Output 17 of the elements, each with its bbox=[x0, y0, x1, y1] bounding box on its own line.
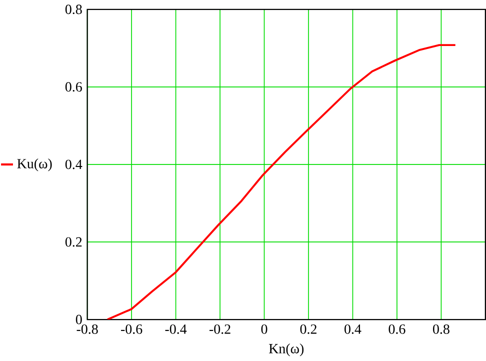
legend-label: Ku(ω) bbox=[17, 158, 52, 172]
x-axis-title: Kn(ω) bbox=[268, 344, 304, 356]
x-tick-label: -0.6 bbox=[121, 324, 142, 334]
y-tick-label: 0.8 bbox=[65, 4, 82, 14]
x-tick-label: 0.4 bbox=[344, 324, 362, 334]
x-tick-label: 0 bbox=[261, 324, 268, 334]
y-tick-label: 0.2 bbox=[65, 237, 82, 247]
y-tick-label: 0 bbox=[76, 314, 82, 324]
x-tick-label: 0.6 bbox=[388, 324, 406, 334]
line-series bbox=[106, 44, 456, 320]
x-tick-label: 0.2 bbox=[300, 324, 316, 334]
x-tick-label: -0.8 bbox=[76, 324, 98, 334]
x-tick-label: -0.2 bbox=[209, 324, 230, 334]
y-tick-label: 0.4 bbox=[65, 160, 82, 170]
x-tick-label: -0.4 bbox=[165, 324, 187, 334]
y-tick-label: 0.6 bbox=[65, 82, 82, 92]
x-tick-label: 0.8 bbox=[432, 324, 450, 334]
